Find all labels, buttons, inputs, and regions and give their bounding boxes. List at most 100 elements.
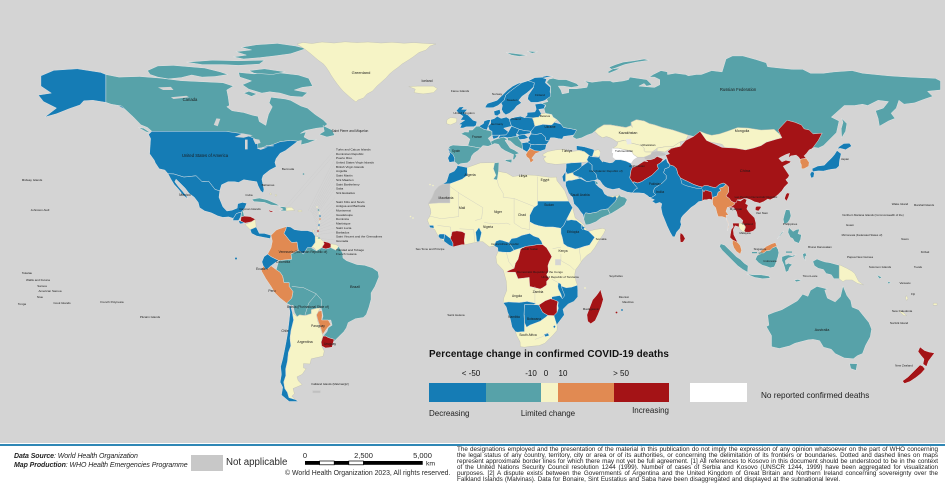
svg-text:Nigeria: Nigeria [483,225,493,229]
svg-text:-10: -10 [525,369,537,378]
svg-text:Poland: Poland [511,117,521,121]
svg-text:km: km [426,461,435,468]
svg-text:Bahamas: Bahamas [262,183,275,187]
svg-text:Algeria: Algeria [464,173,475,177]
svg-text:Martinique: Martinique [336,222,351,226]
svg-text:Singapore: Singapore [754,247,767,251]
svg-text:Mauritius: Mauritius [622,300,634,304]
svg-text:Tokelau: Tokelau [22,271,33,275]
svg-text:Spain: Spain [452,149,460,153]
svg-text:Niger: Niger [494,210,503,214]
svg-text:Mauritania: Mauritania [439,196,454,200]
svg-text:Germany: Germany [491,122,504,126]
svg-text:United States Virgin Islands: United States Virgin Islands [336,161,374,165]
svg-text:Saint Barthelemy: Saint Barthelemy [336,182,360,186]
svg-text:Chad: Chad [518,213,526,217]
svg-text:Viet Nam: Viet Nam [756,211,769,215]
svg-text:Libya: Libya [519,174,528,178]
svg-text:Madagascar: Madagascar [583,307,600,311]
svg-text:Increasing: Increasing [632,406,669,415]
svg-text:Vanuatu: Vanuatu [900,281,911,285]
svg-text:Turkmenistan: Turkmenistan [615,149,633,153]
svg-text:Cuba: Cuba [245,193,253,197]
svg-text:Democratic Republic of the Con: Democratic Republic of the Congo [517,270,563,274]
svg-text:Greenland: Greenland [352,70,371,75]
svg-text:Peru: Peru [268,289,275,293]
svg-text:Kenya: Kenya [558,249,567,253]
svg-text:Ecuador: Ecuador [256,267,269,271]
svg-text:Kazakhstan: Kazakhstan [619,131,638,135]
svg-text:Botswana: Botswana [527,317,541,321]
svg-text:Sint Eustatius: Sint Eustatius [336,191,355,195]
svg-text:Antigua and Barbuda: Antigua and Barbuda [336,204,365,208]
svg-text:5,000: 5,000 [413,451,432,460]
svg-text:Saint Helena: Saint Helena [447,313,465,317]
svg-text:Mongolia: Mongolia [735,129,750,133]
svg-text:Uruguay: Uruguay [324,342,336,346]
svg-text:Colombia: Colombia [276,260,290,264]
svg-text:Niue: Niue [37,295,44,299]
svg-text:> 50: > 50 [613,369,629,378]
svg-text:Myanmar: Myanmar [730,207,743,211]
svg-text:France: France [472,135,482,139]
svg-text:Türkiye: Türkiye [562,149,573,153]
svg-text:South Africa: South Africa [519,333,536,337]
svg-text:Guadeloupe: Guadeloupe [336,213,353,217]
svg-text:Samoa: Samoa [37,284,47,288]
svg-text:2,500: 2,500 [354,451,373,460]
svg-text:Tuvalu: Tuvalu [914,265,923,269]
svg-text:Puerto Rico: Puerto Rico [336,156,352,160]
svg-text:Norfolk Island: Norfolk Island [890,321,909,325]
svg-text:Seychelles: Seychelles [609,274,623,278]
svg-text:Russian Federation: Russian Federation [720,87,757,92]
svg-text:Tonga: Tonga [18,302,27,306]
svg-text:Belarus: Belarus [540,114,551,118]
svg-text:United Republic of Tanzania: United Republic of Tanzania [541,275,579,279]
svg-text:Australia: Australia [815,328,831,332]
svg-text:Uzbekistan: Uzbekistan [641,143,656,147]
svg-text:Lao People's Democratic Republ: Lao People's Democratic Republic [735,195,778,199]
svg-text:Brazil: Brazil [350,284,360,289]
svg-text:Norway: Norway [492,92,503,96]
svg-text:Sint Maarten: Sint Maarten [336,178,354,182]
svg-text:Decreasing: Decreasing [429,409,469,418]
svg-text:Finland: Finland [535,93,545,97]
svg-text:Northern Mariana Islands (Comm: Northern Mariana Islands (Commonwealth o… [842,213,903,217]
svg-text:Saint Lucia: Saint Lucia [336,226,352,230]
svg-text:Kiribati: Kiribati [921,250,930,254]
svg-text:10: 10 [559,369,568,378]
svg-text:New Zealand: New Zealand [895,364,913,368]
svg-text:Zambia: Zambia [533,290,544,294]
svg-text:Dominica: Dominica [336,217,349,221]
svg-text:Timor-Leste: Timor-Leste [803,274,818,278]
svg-text:Wallis and Futuna: Wallis and Futuna [26,278,50,282]
svg-text:Cayman Islands: Cayman Islands [239,207,261,211]
svg-text:Chile: Chile [281,329,288,333]
svg-text:Turks and Caicos Islands: Turks and Caicos Islands [336,148,371,152]
svg-text:Limited change: Limited change [521,409,576,418]
svg-text:Marshall Islands: Marshall Islands [914,203,935,207]
svg-text:Afghanistan: Afghanistan [629,164,645,168]
svg-text:New Caledonia: New Caledonia [892,309,913,313]
svg-text:Réunion: Réunion [619,295,630,299]
svg-text:Thailand: Thailand [741,222,753,226]
svg-text:Saint Pierre and Miquelon: Saint Pierre and Miquelon [332,129,369,133]
svg-text:Egypt: Egypt [541,178,550,182]
svg-text:Falkland Islands (Malvinas)[2]: Falkland Islands (Malvinas)[2] [312,382,349,386]
svg-text:Cook Islands: Cook Islands [53,301,71,305]
svg-text:Saint Martin: Saint Martin [336,174,353,178]
svg-text:Mexico: Mexico [179,193,190,197]
svg-text:Iceland: Iceland [422,79,433,83]
svg-text:American Samoa: American Samoa [38,289,61,293]
svg-text:Grenada: Grenada [336,239,348,243]
svg-text:Venezuela (Bolivarian Republic: Venezuela (Bolivarian Republic of) [279,250,328,254]
svg-text:United States of America: United States of America [182,153,229,158]
svg-text:Indonesia: Indonesia [763,259,776,263]
svg-text:< -50: < -50 [462,369,481,378]
svg-text:0: 0 [544,369,549,378]
svg-text:British Virgin Islands: British Virgin Islands [336,165,364,169]
svg-text:French Polynesia: French Polynesia [100,300,124,304]
svg-text:Guam: Guam [846,223,855,227]
svg-text:French Guiana: French Guiana [336,252,357,256]
svg-text:Johnston Atoll: Johnston Atoll [31,208,50,212]
